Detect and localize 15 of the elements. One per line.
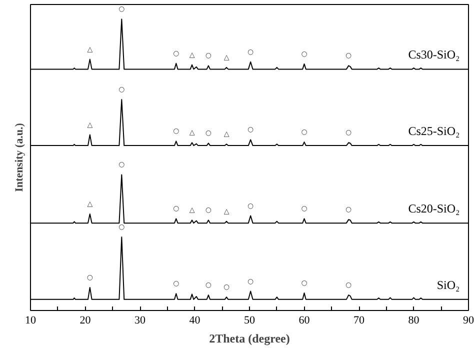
- x-tick-label: 30: [134, 314, 146, 326]
- series-label: Cs25-SiO₂: [408, 124, 460, 138]
- x-tick-label: 10: [25, 314, 36, 326]
- x-tick-label: 20: [80, 314, 92, 326]
- x-tick-label: 60: [298, 314, 310, 326]
- x-tick-label: 90: [463, 314, 474, 326]
- x-axis-title: 2Theta (degree): [209, 332, 290, 346]
- series-label: Cs30-SiO₂: [408, 48, 460, 62]
- series-label: SiO₂: [436, 278, 460, 292]
- x-tick-label: 80: [408, 314, 420, 326]
- series-label: Cs20-SiO₂: [408, 201, 460, 216]
- y-axis-title: Intensity (a.u.): [14, 122, 26, 192]
- x-tick-label: 40: [189, 314, 201, 326]
- x-tick-label: 50: [244, 314, 256, 326]
- x-tick-label: 70: [354, 314, 365, 326]
